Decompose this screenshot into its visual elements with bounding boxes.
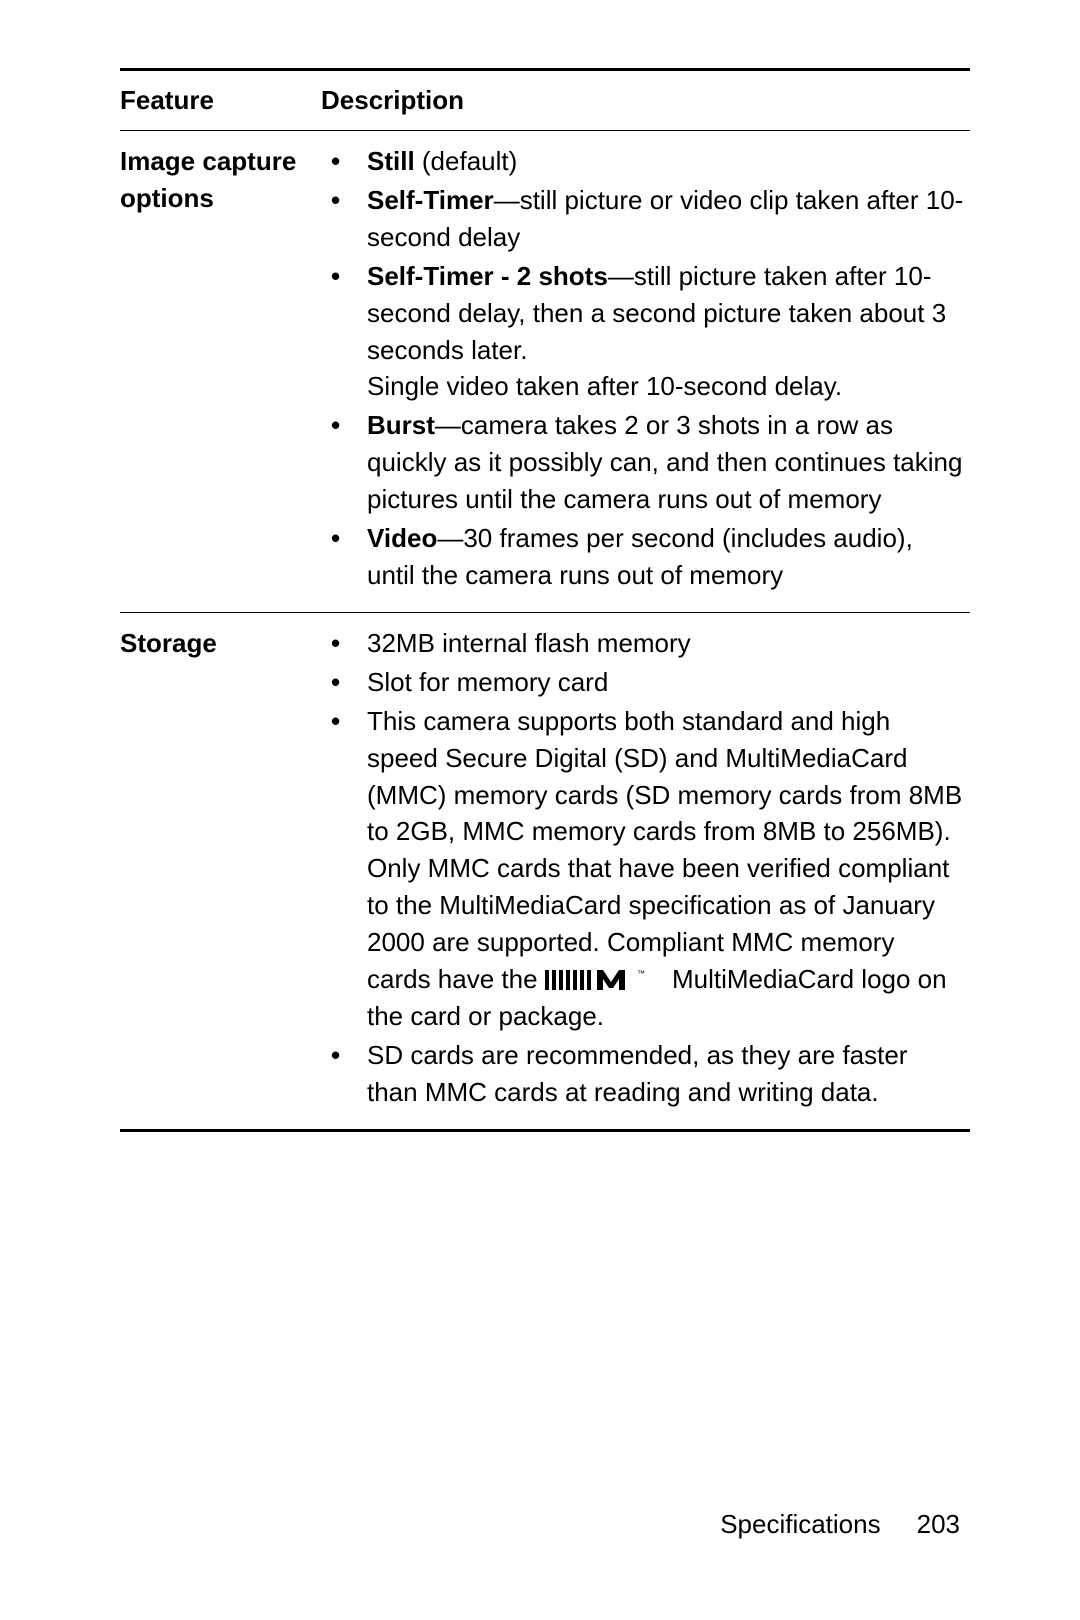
list-item: Video—30 frames per second (includes aud… xyxy=(361,520,964,594)
item-extra: Single video taken after 10-second delay… xyxy=(367,371,842,401)
feature-cell: Image capture options xyxy=(120,131,321,613)
table-header-row: Feature Description xyxy=(120,70,970,131)
item-text: 32MB internal flash memory xyxy=(367,628,691,658)
item-bold: Burst xyxy=(367,410,435,440)
spec-table: Feature Description Image capture option… xyxy=(120,68,970,1132)
list-item: SD cards are recommended, as they are fa… xyxy=(361,1037,964,1111)
header-feature: Feature xyxy=(120,70,321,131)
bullet-list: Still (default) Self-Timer—still picture… xyxy=(321,143,964,594)
item-text-pre: This camera supports both standard and h… xyxy=(367,706,962,994)
item-text: —30 frames per second (includes audio), … xyxy=(367,523,913,590)
list-item: 32MB internal flash memory xyxy=(361,625,964,662)
bullet-list: 32MB internal flash memory Slot for memo… xyxy=(321,625,964,1111)
list-item: Burst—camera takes 2 or 3 shots in a row… xyxy=(361,407,964,518)
description-cell: 32MB internal flash memory Slot for memo… xyxy=(321,612,970,1130)
item-text: (default) xyxy=(415,146,518,176)
page-footer: Specifications 203 xyxy=(720,1509,960,1540)
page: Feature Description Image capture option… xyxy=(0,0,1080,1620)
list-item: Self-Timer—still picture or video clip t… xyxy=(361,182,964,256)
table-row: Image capture options Still (default) Se… xyxy=(120,131,970,613)
list-item: Slot for memory card xyxy=(361,664,964,701)
item-text: SD cards are recommended, as they are fa… xyxy=(367,1040,907,1107)
footer-section: Specifications xyxy=(720,1509,880,1539)
table-row: Storage 32MB internal flash memory Slot … xyxy=(120,612,970,1130)
description-cell: Still (default) Self-Timer—still picture… xyxy=(321,131,970,613)
list-item: Still (default) xyxy=(361,143,964,180)
item-bold: Self-Timer - 2 shots xyxy=(367,261,608,291)
list-item: Self-Timer - 2 shots—still picture taken… xyxy=(361,258,964,406)
feature-cell: Storage xyxy=(120,612,321,1130)
item-bold: Still xyxy=(367,146,415,176)
item-text: —camera takes 2 or 3 shots in a row as q… xyxy=(367,410,962,514)
item-text: Slot for memory card xyxy=(367,667,608,697)
svg-text:™: ™ xyxy=(637,969,645,978)
item-bold: Self-Timer xyxy=(367,185,494,215)
header-description: Description xyxy=(321,70,970,131)
footer-page-number: 203 xyxy=(917,1509,960,1539)
multimediacard-logo-icon: ™ xyxy=(545,968,665,992)
item-bold: Video xyxy=(367,523,437,553)
list-item: This camera supports both standard and h… xyxy=(361,703,964,1035)
